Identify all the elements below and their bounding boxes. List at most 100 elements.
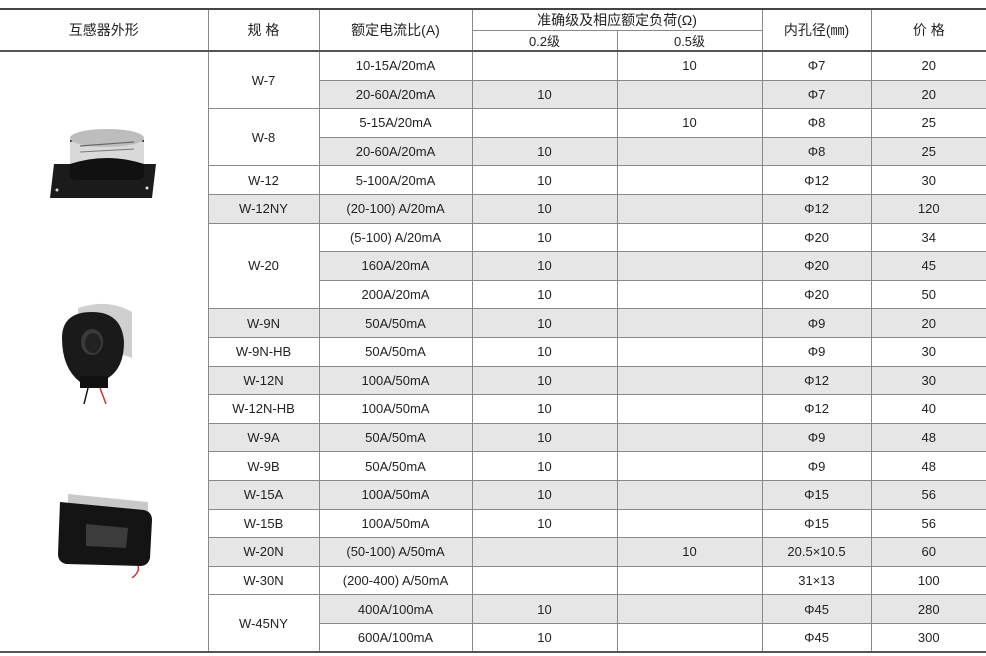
price-cell: 20	[870, 50, 986, 81]
spec-cell: W-20	[208, 222, 320, 310]
header-accuracy: 准确级及相应额定负荷(Ω)	[471, 8, 763, 31]
bore-cell: 31×13	[761, 565, 872, 596]
bore-cell: Φ8	[761, 108, 872, 138]
bore-cell: Φ9	[761, 451, 872, 481]
table-row: 160A/20mA 10 Φ20 45	[0, 251, 986, 281]
bore-cell: Φ20	[761, 222, 872, 253]
ratio-cell: 160A/20mA	[319, 251, 473, 281]
price-cell: 300	[870, 622, 986, 653]
price-cell: 120	[870, 193, 986, 224]
spec-cell: W-20N	[208, 537, 320, 567]
ratio-cell: 20-60A/20mA	[319, 136, 473, 167]
price-cell: 56	[870, 508, 986, 539]
ratio-cell: 600A/100mA	[319, 622, 473, 653]
spec-cell: W-12	[208, 165, 320, 195]
ratio-cell: 100A/50mA	[318, 365, 473, 396]
table-row: 20-60A/20mA 10 Φ7 20	[0, 79, 986, 110]
ratio-cell: 20-60A/20mA	[319, 79, 473, 110]
table-row: W-15B 100A/50mA 10 Φ15 56	[0, 508, 986, 539]
table-row: W-9N 50A/50mA 10 Φ9 20	[0, 308, 986, 338]
c02-cell: 10	[471, 508, 618, 539]
ratio-cell: 200A/20mA	[319, 279, 473, 310]
spec-cell: W-15B	[208, 508, 320, 539]
spec-cell: W-12NY	[208, 193, 320, 224]
bore-cell: Φ20	[761, 279, 872, 310]
c02-cell	[471, 50, 618, 81]
c02-cell: 10	[471, 394, 618, 424]
bore-cell: Φ12	[761, 365, 872, 396]
bore-cell: Φ9	[761, 336, 872, 367]
c05-cell	[616, 365, 763, 396]
c05-cell	[616, 193, 763, 224]
price-cell: 40	[870, 394, 986, 424]
ratio-cell: 50A/50mA	[318, 451, 473, 481]
table-row: W-9N-HB 50A/50mA 10 Φ9 30	[0, 336, 986, 367]
c05-cell	[616, 565, 763, 596]
table-row: W-12N 100A/50mA 10 Φ12 30	[0, 365, 986, 396]
price-cell: 60	[870, 537, 986, 567]
c02-cell: 10	[471, 193, 618, 224]
c05-cell: 10	[616, 108, 763, 138]
c05-cell: 10	[616, 537, 763, 567]
price-cell: 20	[870, 308, 986, 338]
table-row: W-8 5-15A/20mA 10 Φ8 25	[0, 108, 986, 167]
price-cell: 45	[870, 251, 986, 281]
header-ratio: 额定电流比(A)	[318, 8, 473, 52]
c05-cell	[616, 594, 763, 624]
header-shape: 互感器外形	[0, 8, 209, 52]
spec-cell: W-12N-HB	[208, 394, 320, 424]
price-cell: 25	[870, 108, 986, 138]
table-row: W-12N-HB 100A/50mA 10 Φ12 40	[0, 394, 986, 424]
ratio-cell: 5-15A/20mA	[318, 108, 473, 138]
c05-cell	[616, 251, 763, 281]
c05-cell	[616, 79, 763, 110]
c05-cell	[616, 479, 763, 510]
c02-cell: 10	[471, 451, 618, 481]
price-cell: 100	[870, 565, 986, 596]
ratio-cell: 50A/50mA	[318, 308, 473, 338]
spec-cell: W-30N	[208, 565, 320, 596]
c02-cell: 10	[471, 308, 618, 338]
c05-cell	[616, 336, 763, 367]
table-row: W-20N (50-100) A/50mA 10 20.5×10.5 60	[0, 537, 986, 567]
price-cell: 34	[870, 222, 986, 253]
price-cell: 30	[870, 365, 986, 396]
c02-cell: 10	[471, 479, 618, 510]
ratio-cell: 100A/50mA	[318, 394, 473, 424]
c05-cell	[616, 622, 763, 653]
spec-cell: W-9N	[208, 308, 320, 338]
table-row: 20-60A/20mA 10 Φ8 25	[0, 136, 986, 167]
price-cell: 50	[870, 279, 986, 310]
ratio-cell: (200-400) A/50mA	[318, 565, 473, 596]
table-row: W-12NY (20-100) A/20mA 10 Φ12 120	[0, 193, 986, 224]
c05-cell	[616, 422, 763, 453]
current-transformer-w9n-photo	[62, 303, 132, 404]
header-bore: 内孔径(㎜)	[761, 8, 872, 52]
ratio-cell: 5-100A/20mA	[318, 165, 473, 195]
ratio-cell: 50A/50mA	[318, 422, 473, 453]
c05-cell	[616, 165, 763, 195]
bore-cell: Φ9	[761, 308, 872, 338]
bore-cell: Φ8	[761, 136, 872, 167]
ratio-cell: 100A/50mA	[318, 479, 473, 510]
ratio-cell: 50A/50mA	[318, 336, 473, 367]
bore-cell: Φ7	[761, 50, 872, 81]
price-cell: 48	[870, 451, 986, 481]
c05-cell	[616, 222, 763, 253]
c05-cell	[616, 451, 763, 481]
table-row: W-30N (200-400) A/50mA 31×13 100	[0, 565, 986, 596]
c02-cell: 10	[471, 222, 618, 253]
price-cell: 30	[870, 165, 986, 195]
price-cell: 25	[870, 136, 986, 167]
ratio-cell: 10-15A/20mA	[318, 50, 473, 81]
c02-cell: 10	[471, 594, 618, 624]
header-price: 价 格	[870, 8, 986, 52]
price-cell: 280	[870, 594, 986, 624]
c05-cell	[616, 508, 763, 539]
table-row: W-45NY 400A/100mA 10 Φ45 280	[0, 594, 986, 653]
ratio-cell: (50-100) A/50mA	[318, 537, 473, 567]
table-row: W-7 10-15A/20mA 10 Φ7 20	[0, 50, 986, 653]
spec-cell: W-9N-HB	[208, 336, 320, 367]
ratio-cell: (20-100) A/20mA	[318, 193, 473, 224]
ratio-cell: (5-100) A/20mA	[318, 222, 473, 253]
